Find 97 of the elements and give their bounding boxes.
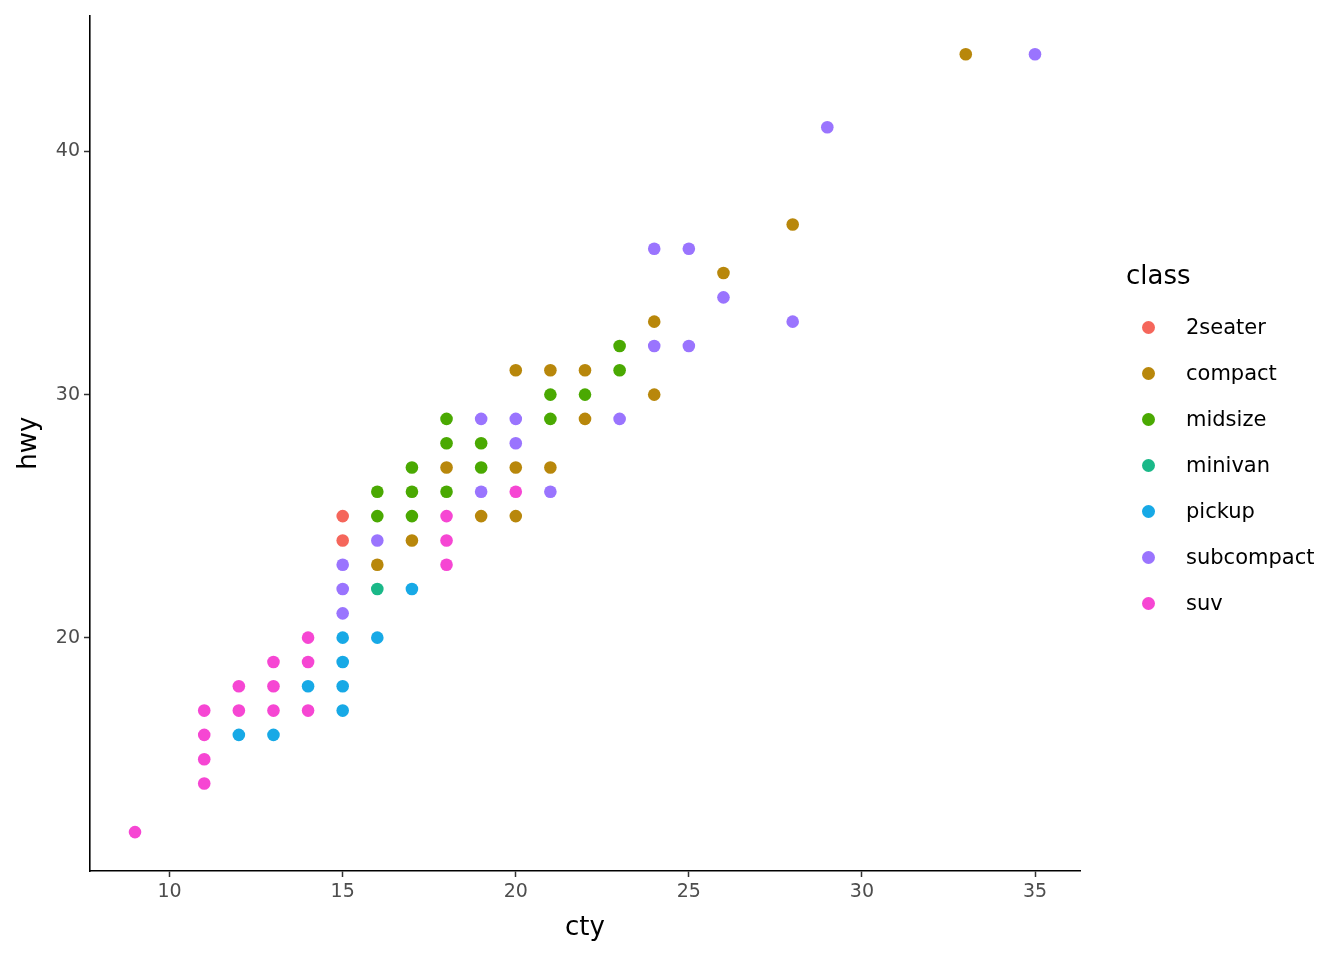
point xyxy=(336,509,349,523)
point xyxy=(509,436,523,450)
point xyxy=(821,120,834,134)
point xyxy=(336,704,349,717)
point xyxy=(232,704,246,717)
point xyxy=(474,436,488,450)
point xyxy=(717,266,730,280)
point xyxy=(544,485,557,499)
point xyxy=(336,655,349,669)
x-tick-label: 30 xyxy=(849,879,875,902)
point xyxy=(440,412,453,426)
x-tick-label: 20 xyxy=(503,879,528,902)
x-tick-label: 35 xyxy=(1022,879,1048,902)
point xyxy=(647,339,661,353)
point xyxy=(197,728,211,742)
point xyxy=(405,461,419,474)
point xyxy=(509,363,523,377)
point xyxy=(959,47,973,61)
point xyxy=(405,509,419,523)
point xyxy=(544,461,557,474)
y-tick-label: 40 xyxy=(55,138,80,161)
legend-label: suv xyxy=(1186,590,1223,617)
y-axis-title: hwy xyxy=(12,416,43,470)
point xyxy=(786,315,799,328)
point xyxy=(474,412,488,426)
point xyxy=(371,485,384,499)
point xyxy=(544,388,557,401)
point xyxy=(578,363,592,377)
point xyxy=(336,607,349,620)
point xyxy=(197,752,211,766)
x-tick-label: 10 xyxy=(157,879,182,902)
point xyxy=(197,777,211,790)
point xyxy=(682,339,696,353)
point xyxy=(440,485,453,499)
point xyxy=(440,509,453,523)
point xyxy=(267,728,280,742)
point xyxy=(405,582,419,596)
point xyxy=(509,485,523,499)
point xyxy=(301,704,315,717)
point xyxy=(544,363,557,377)
point xyxy=(405,534,419,547)
point xyxy=(440,558,453,572)
point xyxy=(197,704,211,717)
point xyxy=(509,412,523,426)
point xyxy=(440,534,453,547)
point xyxy=(128,825,142,839)
point xyxy=(336,558,349,572)
legend-label: 2seater xyxy=(1186,314,1266,341)
point xyxy=(613,339,626,353)
point xyxy=(509,461,523,474)
point xyxy=(301,655,315,669)
point xyxy=(647,242,661,256)
legend-title: class xyxy=(1126,260,1192,291)
x-tick-label: 25 xyxy=(676,879,701,902)
point xyxy=(371,534,384,547)
point xyxy=(371,509,384,523)
legend-label: pickup xyxy=(1186,498,1255,525)
point xyxy=(371,582,384,596)
point xyxy=(267,655,280,669)
point xyxy=(371,631,384,644)
point xyxy=(474,461,488,474)
legend-label: compact xyxy=(1186,360,1277,387)
point xyxy=(405,485,419,499)
point xyxy=(371,558,384,572)
point xyxy=(301,631,315,644)
point xyxy=(682,242,696,256)
point xyxy=(440,436,453,450)
legend-label: minivan xyxy=(1186,452,1271,479)
point xyxy=(267,704,280,717)
point xyxy=(578,388,592,401)
point xyxy=(474,509,488,523)
point xyxy=(613,363,626,377)
point xyxy=(232,679,246,693)
point xyxy=(647,388,661,401)
point xyxy=(474,485,488,499)
point xyxy=(509,509,523,523)
point xyxy=(301,679,315,693)
point xyxy=(267,679,280,693)
x-axis-title: cty xyxy=(565,911,605,942)
point xyxy=(578,412,592,426)
point xyxy=(336,582,349,596)
point xyxy=(717,291,730,304)
point xyxy=(647,315,661,328)
point xyxy=(544,412,557,426)
legend-label: subcompact xyxy=(1186,544,1315,571)
x-tick-label: 15 xyxy=(330,879,355,902)
point xyxy=(336,534,349,547)
point xyxy=(1028,47,1042,61)
point xyxy=(786,218,799,231)
y-tick-label: 30 xyxy=(55,381,80,404)
point xyxy=(440,461,453,474)
point xyxy=(336,679,349,693)
point xyxy=(336,631,349,644)
y-tick-label: 20 xyxy=(55,624,80,647)
point xyxy=(613,412,626,426)
point xyxy=(232,728,246,742)
legend-label: midsize xyxy=(1186,406,1267,433)
